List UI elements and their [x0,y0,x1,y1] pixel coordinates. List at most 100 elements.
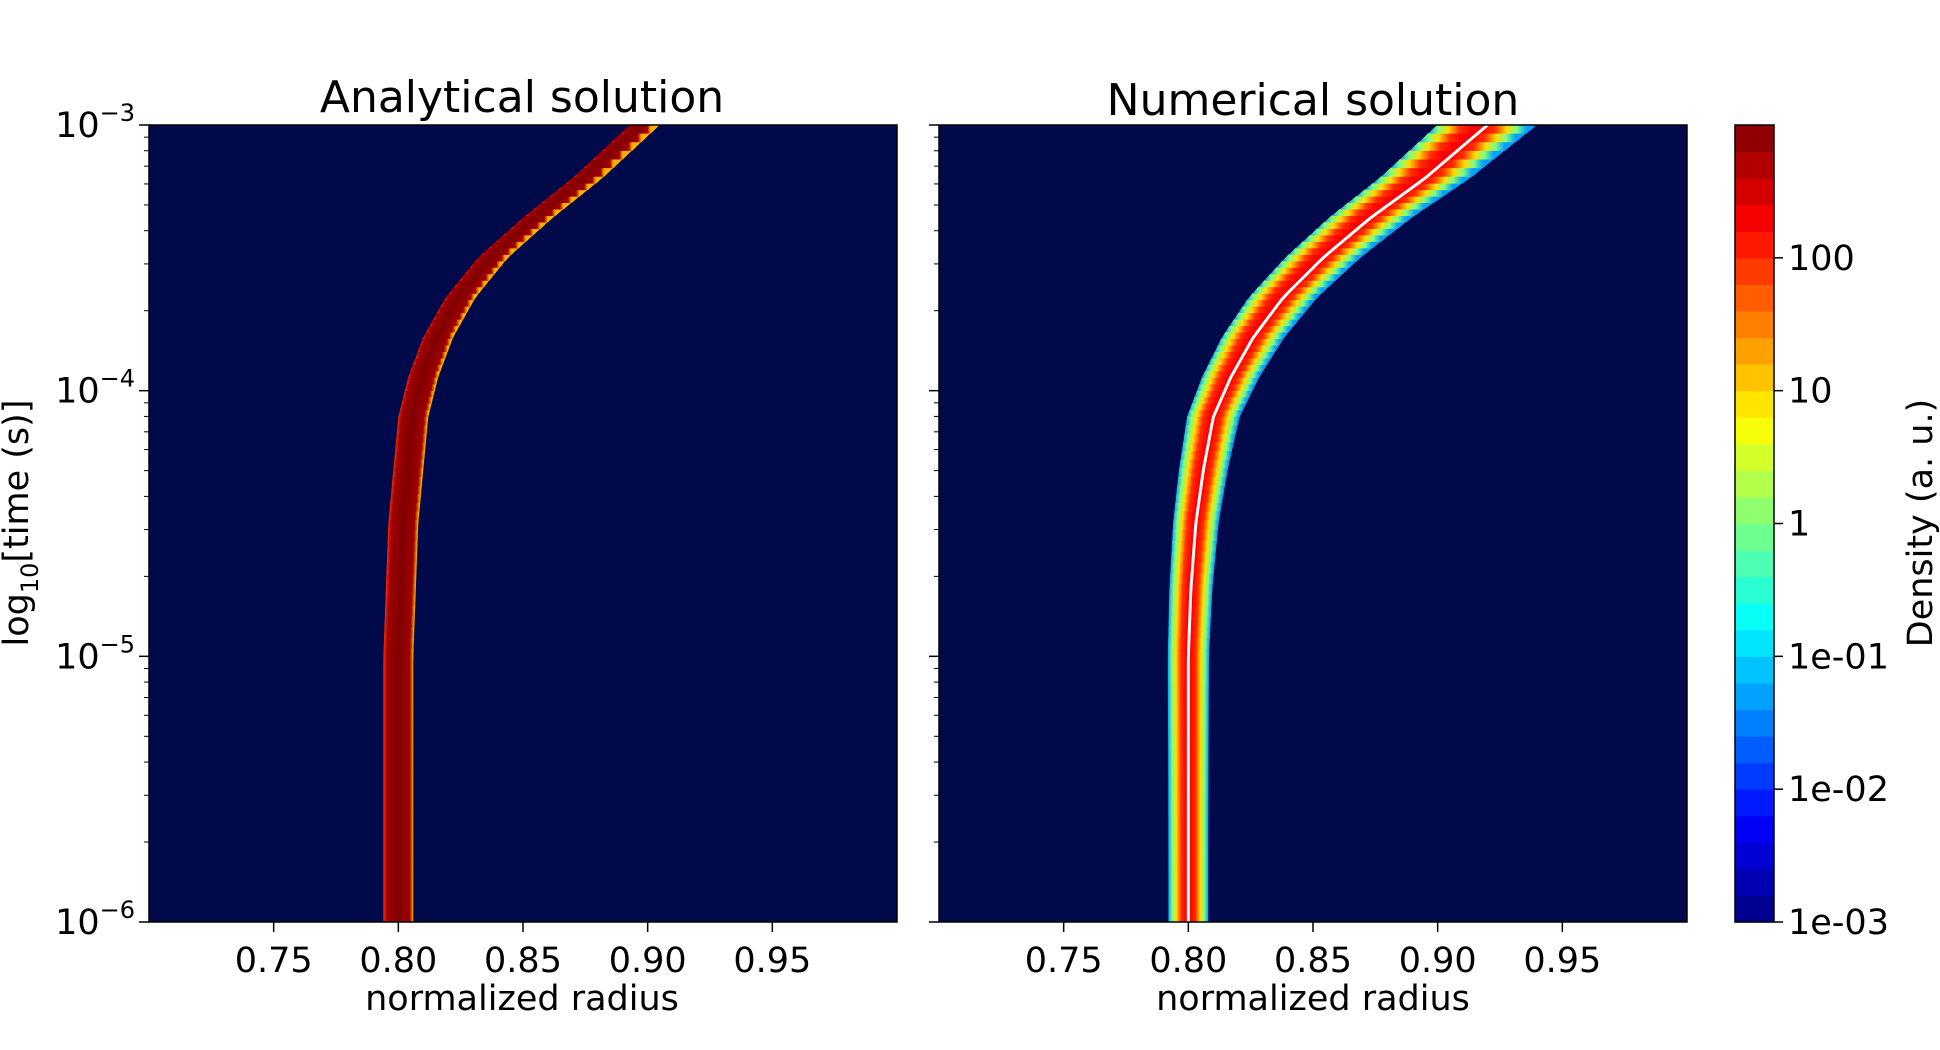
density-band-segment [510,221,548,229]
colorbar-band [1735,443,1774,471]
density-band-segment [383,878,414,901]
colorbar-band [1735,736,1774,764]
colorbar-band [1735,337,1774,365]
density-band-segment [384,626,415,639]
colorbar-band [1735,417,1774,445]
panel-analytical: Analytical solution 0.75 0.80 0.85 0.90 0.95… [0,72,898,1019]
density-band-segment [384,615,415,628]
density-band-segment [481,247,519,255]
colorbar-label: Density (a. u.) [1901,399,1940,648]
colorbar-band [1735,895,1774,923]
density-band-segment [429,319,464,327]
colorbar-band [1735,523,1774,551]
y-tick-label: 10−4 [55,365,135,412]
density-band-segment [383,727,414,750]
colorbar-band [1735,364,1774,392]
density-band-segment [454,280,490,288]
density-band-segment [392,467,424,478]
colorbar-bands [1735,125,1774,923]
colorbar-band [1735,682,1774,711]
colorbar-tick-label: 1e-01 [1788,637,1889,677]
x-axis: 0.75 0.80 0.85 0.90 0.95 [1025,922,1601,981]
density-band-segment [383,835,414,858]
density-band-segment [391,485,422,495]
colorbar-tick-label: 1e-03 [1788,903,1889,943]
density-band-segment [386,572,417,585]
colorbar-band [1735,789,1774,817]
density-band-segment [464,267,500,275]
panel-numerical: Numerical solution 0.75 0.80 0.85 0.90 0.95 … [929,75,1688,1019]
colorbar-band [1735,550,1774,578]
y-axis-label-subscript: 10 [16,563,44,594]
density-band-segment [387,529,419,541]
colorbar-band [1735,204,1774,232]
heatmap-background [149,125,897,922]
colorbar-band [1735,842,1774,870]
density-band-segment [387,540,418,552]
colorbar-band [1735,125,1774,153]
density-band-segment [394,450,426,460]
density-band-segment [517,215,556,223]
colorbar-tick-label: 10 [1788,372,1833,412]
heatmap-marks [383,124,661,922]
density-band-segment [395,433,427,443]
density-band-segment [383,637,414,649]
y-axis-label: log10[time (s)] [0,400,44,647]
density-band-segment [470,260,506,268]
colorbar-band [1735,709,1774,737]
density-band-segment [488,241,526,249]
density-band-segment [541,195,580,204]
density-band-segment [385,583,417,595]
density-band-segment [383,705,414,728]
density-band-segment [408,370,441,378]
density-band-segment [420,338,453,346]
y-tick-label: 10−3 [55,99,135,146]
density-band-segment [400,403,432,411]
density-band-segment [583,158,623,169]
density-band-segment [386,561,417,574]
density-band-segment [393,459,425,469]
y-axis [929,124,939,923]
density-band-segment [412,357,446,365]
panel-title-numerical: Numerical solution [1107,75,1520,126]
density-band-segment [611,133,651,143]
density-band-segment [404,383,437,391]
density-band-segment [383,683,414,707]
colorbar-band [1735,576,1774,604]
density-band-segment [426,325,460,333]
colorbar-band [1735,868,1774,897]
colorbar-band [1735,178,1774,206]
x-tick-label: 0.95 [1523,941,1601,981]
density-band-segment [602,141,642,151]
density-band-segment [391,476,423,486]
density-band-segment [566,176,605,184]
x-tick-label: 0.85 [484,941,562,981]
colorbar-tick-label: 1e-02 [1788,770,1889,810]
density-band-segment [383,899,414,922]
colorbar-band [1735,310,1774,339]
density-band-segment [574,167,614,177]
colorbar-band [1735,284,1774,312]
density-band-segment [388,519,419,531]
colorbar-band [1735,603,1774,631]
x-tick-label: 0.95 [733,941,811,981]
density-band-segment [557,183,596,191]
density-band-segment [389,502,421,512]
density-band-segment [475,254,512,262]
colorbar-tick-label: 1 [1788,505,1810,545]
y-axis-label-rest: [time (s)] [0,400,37,563]
density-band-segment [444,293,479,301]
density-band-segment [403,390,435,398]
density-band-segment [406,377,439,385]
colorbar-band [1735,470,1774,498]
density-band-segment [383,813,414,836]
y-axis: 10−6 10−5 10−4 10−3 [55,99,149,943]
density-band-segment [525,208,564,216]
x-tick-label: 0.75 [1025,941,1103,981]
density-band-segment [386,551,418,563]
colorbar-band [1735,762,1774,790]
density-band-segment [401,396,434,404]
density-band-segment [533,202,572,210]
density-band-segment [396,424,428,434]
